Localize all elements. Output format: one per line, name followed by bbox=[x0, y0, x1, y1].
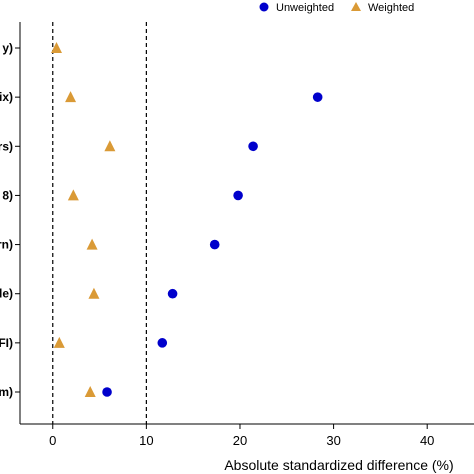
x-tick-label-0: 0 bbox=[49, 433, 56, 448]
category-label-2: rs) bbox=[0, 139, 13, 153]
category-label-0: y) bbox=[2, 41, 13, 55]
point-unweighted-4 bbox=[209, 239, 220, 250]
legend-weighted-label: Weighted bbox=[368, 2, 414, 14]
point-unweighted-2 bbox=[248, 141, 258, 152]
point-weighted-2 bbox=[104, 140, 116, 152]
point-unweighted-6 bbox=[157, 338, 168, 348]
x-tick-label-30: 30 bbox=[326, 433, 340, 448]
x-tick-label-20: 20 bbox=[233, 433, 247, 448]
plot-area bbox=[51, 22, 323, 424]
point-weighted-0 bbox=[51, 42, 63, 53]
point-weighted-1 bbox=[65, 91, 77, 103]
category-label-5: le) bbox=[0, 287, 13, 301]
legend-weighted-marker bbox=[351, 2, 361, 11]
category-label-4: rn) bbox=[0, 238, 13, 252]
category-label-1: ix) bbox=[0, 90, 13, 104]
legend-unweighted-label: Unweighted bbox=[276, 2, 334, 14]
legend: Unweighted Weighted bbox=[259, 2, 414, 14]
point-weighted-6 bbox=[53, 336, 65, 348]
category-label-7: m) bbox=[0, 385, 13, 399]
point-unweighted-3 bbox=[233, 190, 243, 201]
point-weighted-4 bbox=[86, 238, 98, 250]
category-label-3: n 8) bbox=[0, 188, 13, 202]
legend-unweighted-marker bbox=[259, 2, 269, 12]
axes: 0 10 20 30 40 y) ix) rs) n 8) rn) le) FI) m) bbox=[0, 22, 474, 448]
point-weighted-7 bbox=[84, 386, 96, 397]
x-tick-label-40: 40 bbox=[420, 433, 434, 448]
point-weighted-5 bbox=[88, 287, 100, 299]
x-tick-label-10: 10 bbox=[139, 433, 153, 448]
point-weighted-3 bbox=[67, 189, 79, 201]
x-axis-title: Absolute standardized difference (%) bbox=[224, 457, 453, 473]
point-unweighted-7 bbox=[102, 387, 112, 397]
category-label-6: FI) bbox=[0, 336, 13, 350]
point-unweighted-5 bbox=[167, 288, 178, 299]
point-unweighted-1 bbox=[312, 92, 323, 102]
